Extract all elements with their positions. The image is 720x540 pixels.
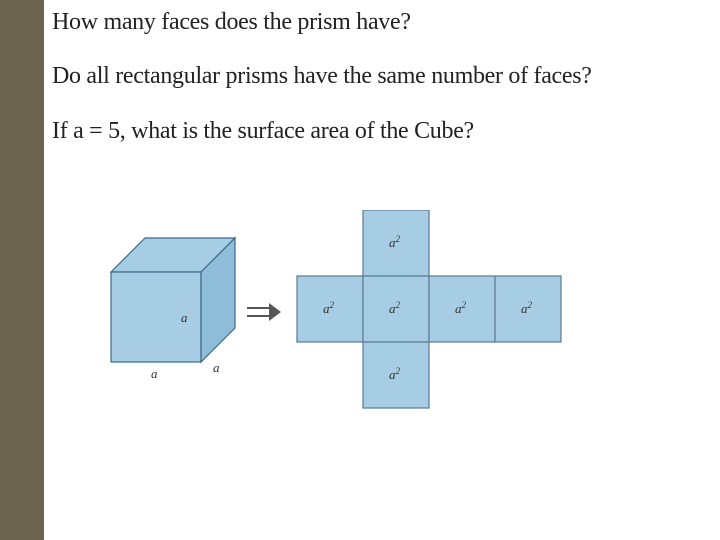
question-2: Do all rectangular prisms have the same … bbox=[52, 60, 712, 92]
slide-sidebar bbox=[0, 0, 44, 540]
cube-label-side: a bbox=[213, 360, 220, 375]
arrow-icon bbox=[247, 303, 281, 321]
cube-net: a2 a2 a2 a2 a2 a2 bbox=[297, 210, 561, 408]
cube-3d: a a a bbox=[111, 238, 235, 381]
cube-diagram: a a a a2 a2 a2 a2 a2 a2 bbox=[105, 210, 635, 480]
question-1: How many faces does the prism have? bbox=[52, 6, 712, 38]
cube-label-front: a bbox=[181, 310, 188, 325]
cube-label-bottom: a bbox=[151, 366, 158, 381]
slide-content: How many faces does the prism have? Do a… bbox=[52, 6, 712, 169]
question-3: If a = 5, what is the surface area of th… bbox=[52, 115, 712, 147]
